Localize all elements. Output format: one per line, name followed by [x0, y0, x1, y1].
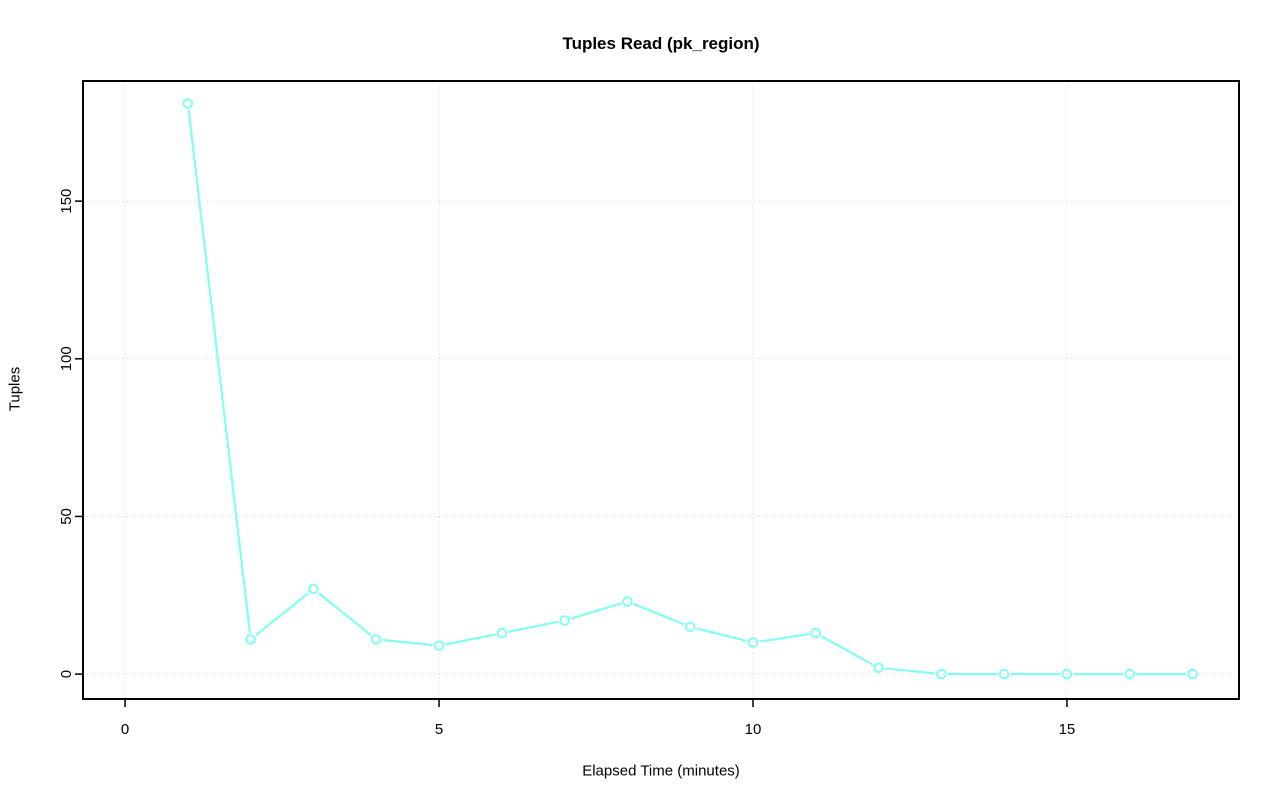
data-segment [318, 592, 372, 636]
data-segment [821, 635, 874, 666]
plot-box [82, 80, 1240, 700]
data-segment [884, 667, 936, 675]
data-point [308, 583, 319, 595]
data-point [998, 668, 1010, 680]
data-point [622, 596, 633, 607]
data-segment [570, 602, 622, 620]
y-tick-label: 50 [58, 508, 75, 525]
data-segment [255, 592, 309, 636]
y-tick-label: 150 [58, 189, 75, 214]
data-segment [696, 627, 747, 642]
data-line [187, 109, 1187, 676]
data-point [370, 634, 382, 645]
data-segment [759, 633, 810, 643]
chart-title: Tuples Read (pk_region) [562, 34, 760, 53]
y-tick-label: 100 [58, 346, 75, 371]
data-point [684, 621, 696, 633]
data-points [182, 98, 1198, 680]
data-point [1187, 668, 1198, 680]
data-point [559, 615, 570, 626]
x-axis-label: Elapsed Time (minutes) [582, 762, 740, 780]
data-point [245, 634, 256, 645]
x-tick-label: 0 [121, 721, 129, 738]
x-tick-label: 5 [435, 721, 443, 738]
data-segment [187, 109, 251, 634]
y-tick-label: 0 [58, 670, 75, 678]
data-point [1124, 668, 1136, 680]
x-tick-label: 10 [745, 721, 762, 738]
data-segment [508, 620, 559, 633]
data-segment [445, 633, 496, 646]
data-point [747, 637, 759, 648]
data-point [1061, 668, 1073, 680]
x-tick-label: 15 [1059, 721, 1076, 738]
y-axis-label: Tuples [6, 366, 24, 412]
data-segment [382, 639, 433, 647]
data-point [496, 627, 508, 639]
data-point [936, 668, 947, 680]
data-point [182, 98, 194, 109]
data-segment [633, 603, 685, 626]
axis-ticks [75, 200, 1068, 707]
gridlines [83, 81, 1239, 699]
data-point [810, 627, 822, 639]
data-point [873, 662, 884, 674]
data-point [433, 640, 445, 652]
